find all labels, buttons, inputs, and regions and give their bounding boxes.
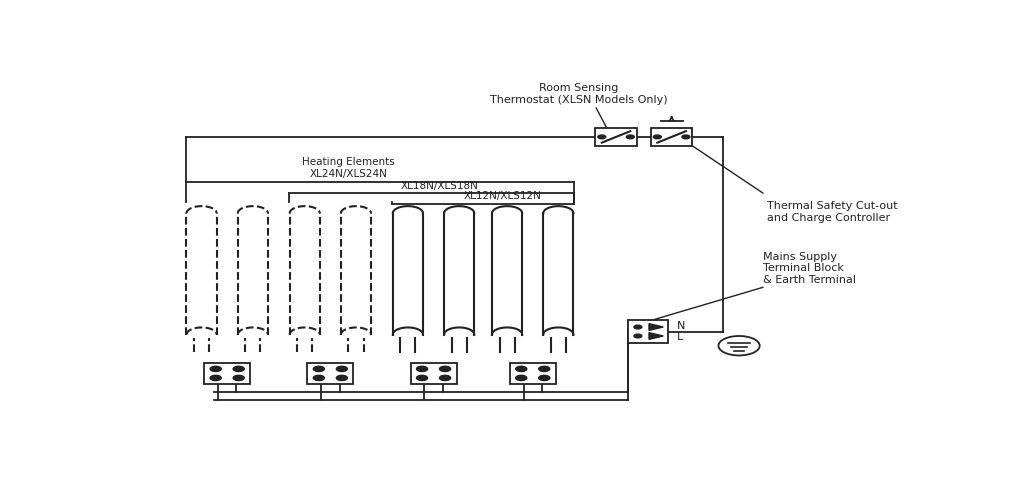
- Circle shape: [627, 135, 634, 139]
- Circle shape: [634, 334, 642, 338]
- Bar: [595, 128, 637, 146]
- Circle shape: [439, 366, 451, 371]
- Circle shape: [210, 375, 221, 381]
- Circle shape: [539, 366, 550, 371]
- Circle shape: [336, 366, 347, 371]
- Circle shape: [417, 366, 428, 371]
- Text: XL18N/XLS18N: XL18N/XLS18N: [400, 181, 478, 191]
- Text: L: L: [677, 332, 683, 342]
- Circle shape: [598, 135, 606, 139]
- Text: N: N: [677, 321, 685, 331]
- Circle shape: [210, 366, 221, 371]
- Bar: [651, 128, 692, 146]
- Circle shape: [516, 375, 526, 381]
- Circle shape: [653, 135, 662, 139]
- Text: Heating Elements
XL24N/XLS24N: Heating Elements XL24N/XLS24N: [302, 157, 394, 179]
- Text: Room Sensing
Thermostat (XLSN Models Only): Room Sensing Thermostat (XLSN Models Onl…: [489, 84, 668, 105]
- Bar: [628, 320, 668, 343]
- Circle shape: [336, 375, 347, 381]
- Circle shape: [233, 366, 245, 371]
- Circle shape: [719, 336, 760, 355]
- Circle shape: [233, 375, 245, 381]
- Circle shape: [313, 366, 325, 371]
- Text: XL12N/XLS12N: XL12N/XLS12N: [464, 191, 542, 201]
- Circle shape: [516, 366, 526, 371]
- Polygon shape: [649, 324, 664, 330]
- Bar: [307, 363, 353, 384]
- Circle shape: [313, 375, 325, 381]
- Polygon shape: [649, 332, 664, 339]
- Text: Thermal Safety Cut-out
and Charge Controller: Thermal Safety Cut-out and Charge Contro…: [767, 201, 897, 223]
- Circle shape: [682, 135, 690, 139]
- Circle shape: [634, 325, 642, 329]
- Bar: [204, 363, 250, 384]
- Circle shape: [539, 375, 550, 381]
- Bar: [411, 363, 457, 384]
- Text: Mains Supply
Terminal Block
& Earth Terminal: Mains Supply Terminal Block & Earth Term…: [763, 252, 856, 285]
- Circle shape: [417, 375, 428, 381]
- Bar: [510, 363, 556, 384]
- Circle shape: [439, 375, 451, 381]
